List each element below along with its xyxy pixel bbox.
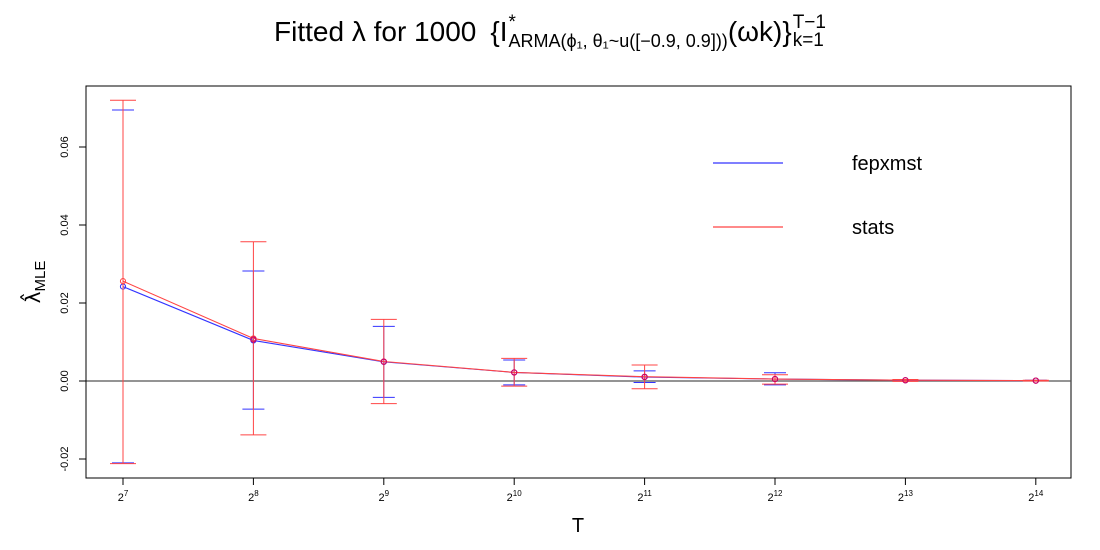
x-tick-label: 29 <box>379 489 390 504</box>
overlap-points <box>250 336 1039 384</box>
overlap-point <box>771 375 779 383</box>
legend-label-fepxmst: fepxmst <box>852 153 922 175</box>
x-tick-label: 211 <box>637 489 652 504</box>
chart-title-omega: (ωk)} <box>727 16 792 47</box>
overlap-point <box>250 336 257 343</box>
legend-label-stats: stats <box>852 217 894 239</box>
y-tick-label: -0.02 <box>59 446 71 471</box>
x-axis-label: T <box>572 515 584 537</box>
series-stats <box>110 99 1049 465</box>
chart-title-star-sub: * ARMA(ϕ₁, θ₁~u([−0.9, 0.9])) <box>508 12 728 51</box>
y-tick-label: 0.04 <box>59 214 71 235</box>
x-tick-label: 210 <box>507 489 523 504</box>
overlap-point <box>902 377 909 384</box>
series-line <box>122 280 1036 382</box>
x-tick-label: 27 <box>118 489 129 504</box>
data-point <box>119 278 127 285</box>
y-axis: -0.02 0.00 0.02 0.04 0.06 <box>59 136 87 472</box>
x-axis: 27 28 29 210 211 212 213 214 <box>118 477 1044 504</box>
series-layer <box>110 99 1049 465</box>
y-tick-label: 0.00 <box>59 370 71 391</box>
overlap-point <box>380 358 387 365</box>
chart-title-range-top: T−1 <box>792 12 826 33</box>
chart-title-star: * <box>508 12 516 33</box>
series-line <box>122 286 1036 382</box>
chart-title-subscript: ARMA(ϕ₁, θ₁~u([−0.9, 0.9])) <box>508 31 728 51</box>
x-tick-label: 28 <box>248 489 259 504</box>
overlap-point <box>641 373 648 381</box>
overlap-point <box>511 369 518 376</box>
x-tick-label: 214 <box>1028 489 1044 504</box>
plot-frame <box>85 85 1072 479</box>
chart-title-range-bottom: k=1 <box>792 30 824 51</box>
chart-title-range: T−1 k=1 <box>792 12 826 51</box>
overlap-point <box>1032 377 1039 384</box>
chart-title-prefix: Fitted λ for 1000 <box>274 16 477 47</box>
y-tick-label: 0.06 <box>59 136 71 157</box>
y-tick-label: 0.02 <box>59 292 71 313</box>
y-axis-label-text: λ̂MLE <box>20 261 49 304</box>
chart-title-math: {I * ARMA(ϕ₁, θ₁~u([−0.9, 0.9])) (ωk)} T… <box>490 12 826 51</box>
chart-title-I: {I <box>490 16 508 47</box>
x-tick-label: 213 <box>898 489 914 504</box>
y-axis-label: λ̂MLE <box>20 261 49 304</box>
x-tick-label: 212 <box>767 489 783 504</box>
chart-title: Fitted λ for 1000 {I * ARMA(ϕ₁, θ₁~u([−0… <box>0 4 1100 60</box>
legend: fepxmst stats <box>713 153 922 239</box>
